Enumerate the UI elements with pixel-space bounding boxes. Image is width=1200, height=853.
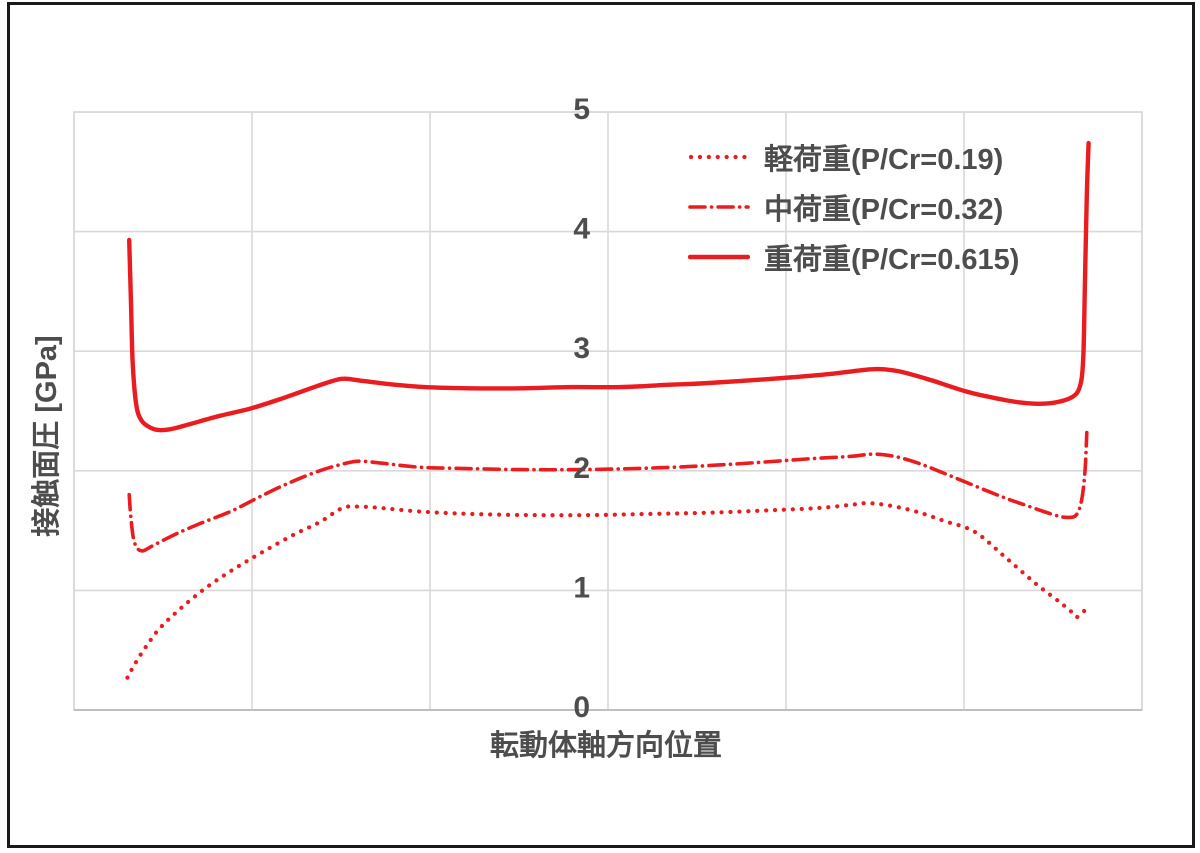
series-curve-solid (126, 140, 1091, 433)
legend-label-light-load: 軽荷重(P/Cr=0.19) (764, 144, 1004, 176)
y-tick-label: 5 (573, 93, 590, 126)
series-curve-dotted (125, 500, 1089, 680)
solid-line-sample-icon (688, 254, 750, 260)
legend-item-light-load: 軽荷重(P/Cr=0.19) (688, 132, 1019, 182)
dashdot-line-sample-icon (688, 205, 750, 209)
chart-legend: 軽荷重(P/Cr=0.19) 中荷重(P/Cr=0.32) 重荷重(P/Cr=0… (688, 132, 1019, 282)
x-axis-title: 転動体軸方向位置 (489, 730, 723, 762)
y-tick-label: 4 (573, 213, 590, 246)
y-tick-label: 2 (573, 452, 590, 485)
legend-item-medium-load: 中荷重(P/Cr=0.32) (688, 182, 1019, 232)
y-tick-label: 3 (573, 332, 590, 365)
y-tick-label: 1 (573, 571, 590, 604)
dotted-line-sample-icon (688, 154, 750, 160)
legend-label-medium-load: 中荷重(P/Cr=0.32) (764, 194, 1004, 226)
series-curve-dashdot (127, 430, 1089, 553)
legend-item-heavy-load: 重荷重(P/Cr=0.615) (688, 232, 1019, 282)
legend-label-heavy-load: 重荷重(P/Cr=0.615) (764, 244, 1020, 276)
y-axis-title: 接触面圧 [GPa] (31, 335, 63, 537)
y-tick-label: 0 (573, 691, 590, 724)
